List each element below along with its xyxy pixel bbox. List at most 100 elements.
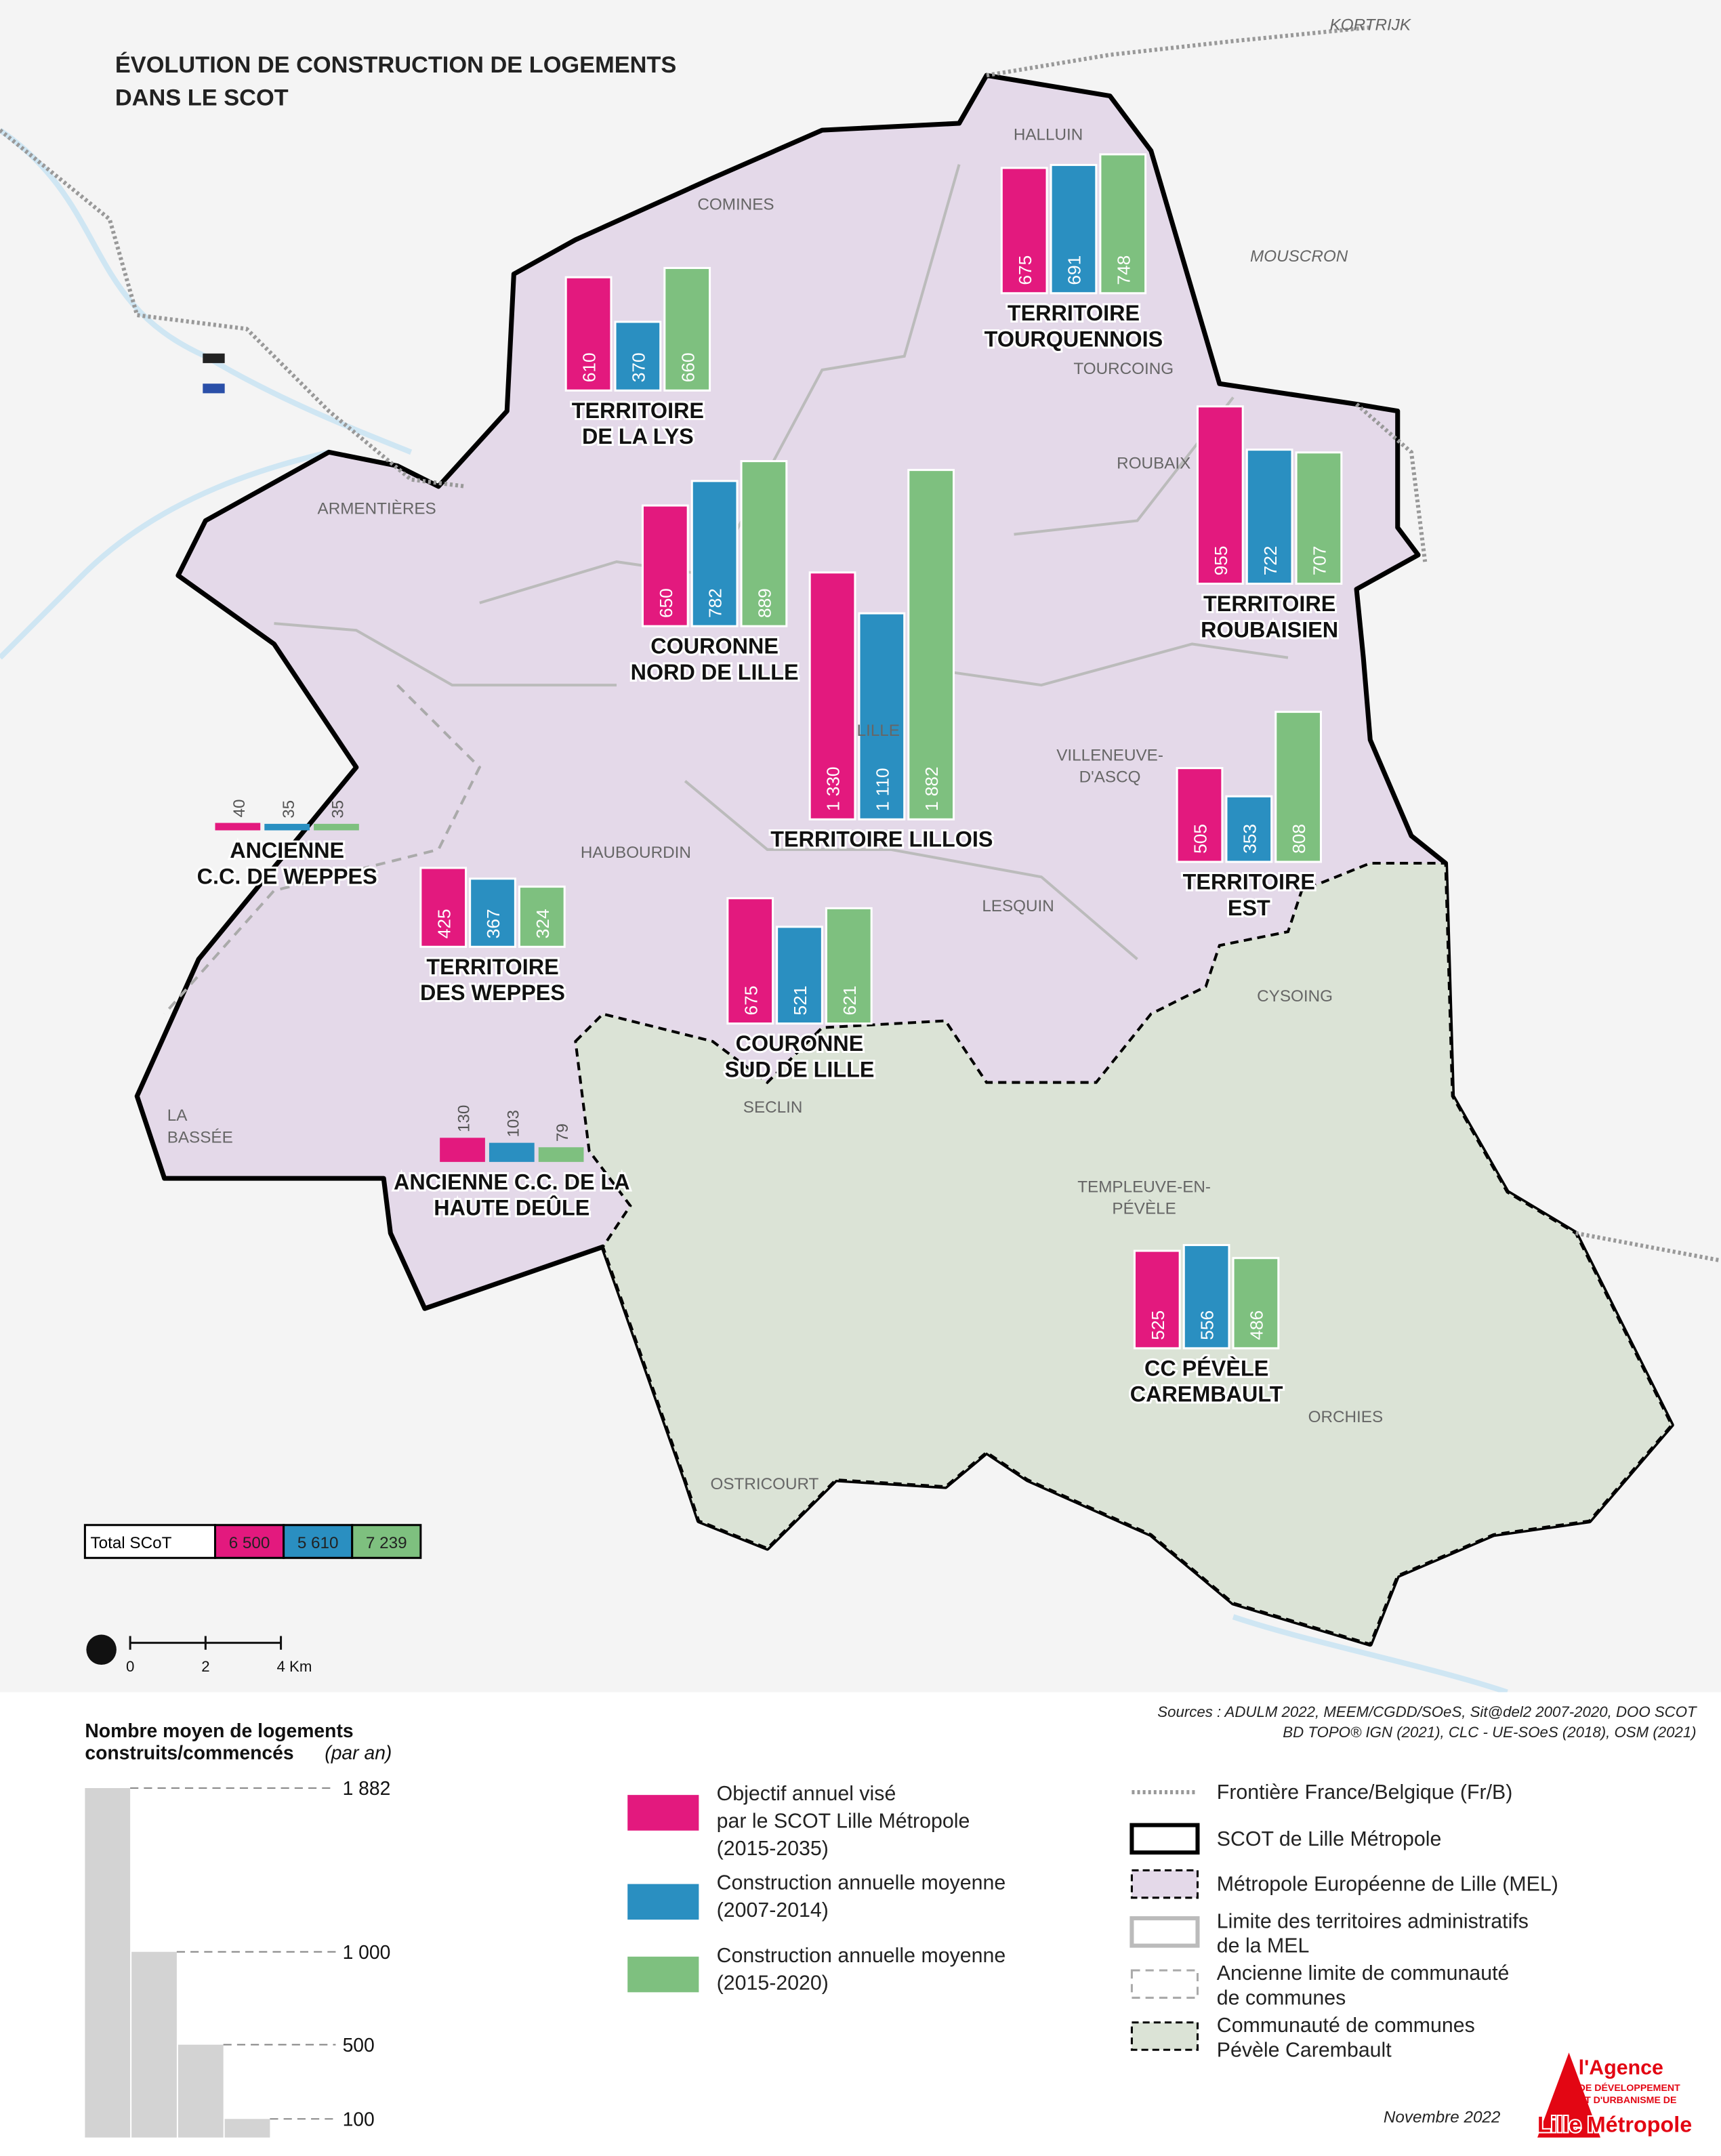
bar [314,823,359,831]
bar [1196,405,1244,585]
bar [858,612,906,821]
bar-label: 79 [554,1123,572,1142]
bar [440,1138,485,1162]
river [0,127,1508,1695]
bar [726,897,774,1025]
territory-name: COURONNE [650,634,779,659]
bar-label: 621 [839,986,860,1016]
bar-label: 1 110 [872,768,892,811]
bar [690,480,739,627]
scale-label: 2 [201,1658,209,1675]
legend-symbol [1130,1869,1199,1899]
territory-name: TERRITOIRE LILLOIS [770,827,993,852]
bar [740,460,788,627]
territory-name: TERRITOIRE [1203,592,1335,616]
bar-label: 40 [230,799,249,817]
place-label: VILLENEUVE- [1056,746,1163,764]
bar-label: 889 [755,588,775,618]
place-label: LILLE [857,722,900,740]
bar-label: 748 [1113,255,1134,285]
total-value: 6 500 [229,1534,270,1552]
title: DANS LE SCOT [115,85,289,111]
legend-text: Métropole Européenne de Lille (MEL) [1217,1873,1558,1896]
legend-symbol [1130,1969,1199,1999]
bar-label: 707 [1310,546,1330,576]
bar-label: 525 [1148,1310,1168,1340]
logo-mark [1537,2052,1601,2138]
bar-label: 650 [656,588,676,618]
place-label: ARMENTIÈRES [318,499,436,518]
bar [776,926,823,1025]
territory-name: NORD DE LILLE [631,660,799,684]
scale-legend-unit: (par an) [325,1742,392,1764]
place-label: CYSOING [1257,987,1333,1006]
territory-name: ROUBAISIEN [1201,617,1338,642]
bar-label: 425 [434,909,454,938]
bar [808,571,856,821]
bar [1000,167,1048,295]
legend-text: Construction annuelle moyenne [717,1872,1006,1894]
bar-label: 691 [1064,255,1085,285]
bar [538,1147,584,1162]
bar-label: 660 [678,352,698,382]
territory-name: TERRITOIRE [1183,869,1315,894]
bar [1245,449,1293,585]
logo: Lille Métropole [1537,2113,1692,2137]
total-value: 5 610 [297,1534,339,1552]
bar [469,877,516,948]
bar [1232,1257,1280,1350]
scale-label: 4 Km [277,1658,312,1675]
scale-value: 100 [343,2108,375,2130]
bar-label: 722 [1260,546,1281,576]
bar [489,1142,535,1162]
bar [907,469,955,821]
legend-swatch [627,1884,699,1920]
bar-label: 370 [628,352,648,382]
place-label: ORCHIES [1308,1408,1384,1426]
bar-label: 675 [741,986,761,1016]
place-label: D'ASCQ [1079,768,1141,787]
bar [264,823,310,831]
bar-label: 808 [1289,824,1309,854]
scale-legend-title: Nombre moyen de logements [85,1720,353,1741]
flag-fr [203,383,225,394]
place-label: HALLUIN [1014,125,1083,144]
place-label: KORTRIJK [1330,16,1412,34]
bar-label: 1 882 [921,766,942,811]
total-value: 7 239 [366,1534,407,1552]
territory-name: COURONNE [736,1031,864,1056]
place-label: MOUSCRON [1250,247,1348,266]
territory-name: ANCIENNE C.C. DE LA [394,1169,630,1194]
place-label: BASSÉE [167,1129,233,1147]
territory-name: ANCIENNE [230,838,344,863]
territory-name: TOURQUENNOIS [984,327,1163,352]
legend-swatch [627,1795,699,1831]
bar-label: 955 [1211,546,1231,576]
bar [518,886,566,948]
place-label: PÉVÈLE [1112,1200,1176,1218]
pevele-area [574,861,1674,1646]
logo: ET D'URBANISME DE [1579,2094,1677,2105]
bar [419,867,468,948]
total-cell [83,1524,217,1559]
bar-label: 367 [483,909,503,938]
bar [1295,451,1343,585]
bar-label: 521 [790,986,810,1016]
legend-text: de communes [1217,1987,1346,2010]
bar-label: 1 330 [823,766,844,811]
place-label: TOURCOING [1073,360,1174,378]
bar-label: 353 [1239,824,1260,854]
bar [641,504,689,627]
territory-name: DE LA LYS [582,424,694,449]
scale-value: 1 000 [343,1941,391,1963]
bar-label: 782 [705,588,726,618]
sources: BD TOPO® IGN (2021), CLC - UE-SOeS (2018… [1283,1724,1696,1741]
date: Novembre 2022 [1384,2108,1501,2126]
bar-label: 35 [329,800,348,818]
legend-text: Objectif annuel visé [717,1783,896,1805]
total-cell [351,1524,422,1559]
bar [1050,163,1098,295]
bar-label: 103 [504,1110,522,1137]
total-label: Total SCoT [90,1534,171,1552]
